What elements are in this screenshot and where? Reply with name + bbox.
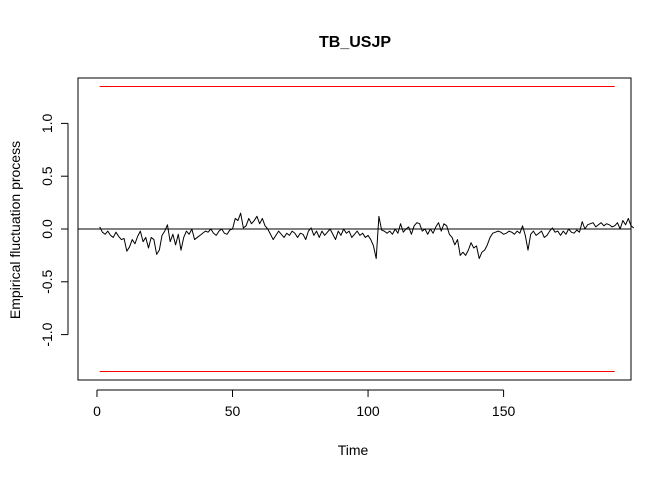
y-tick-label: -1.0 <box>39 322 55 346</box>
fluctuation-series <box>99 212 635 260</box>
x-axis: 0 50 100 150 <box>93 389 516 419</box>
x-tick-label: 50 <box>225 403 241 419</box>
x-tick-label: 100 <box>356 403 380 419</box>
y-axis: -1.0 -0.5 0.0 0.5 1.0 <box>39 113 69 347</box>
y-tick-label: 0.5 <box>39 166 55 186</box>
y-tick-label: 1.0 <box>39 113 55 133</box>
x-axis-label: Time <box>338 442 369 458</box>
series-line-0 <box>99 212 635 260</box>
y-tick-label: 0.0 <box>39 219 55 239</box>
x-tick-label: 150 <box>492 403 516 419</box>
x-tick-label: 0 <box>93 403 101 419</box>
y-axis-label: Empirical fluctuation process <box>7 141 23 319</box>
y-tick-label: -0.5 <box>39 270 55 294</box>
chart-title: TB_USJP <box>319 34 391 51</box>
boundary-lines <box>99 85 615 373</box>
